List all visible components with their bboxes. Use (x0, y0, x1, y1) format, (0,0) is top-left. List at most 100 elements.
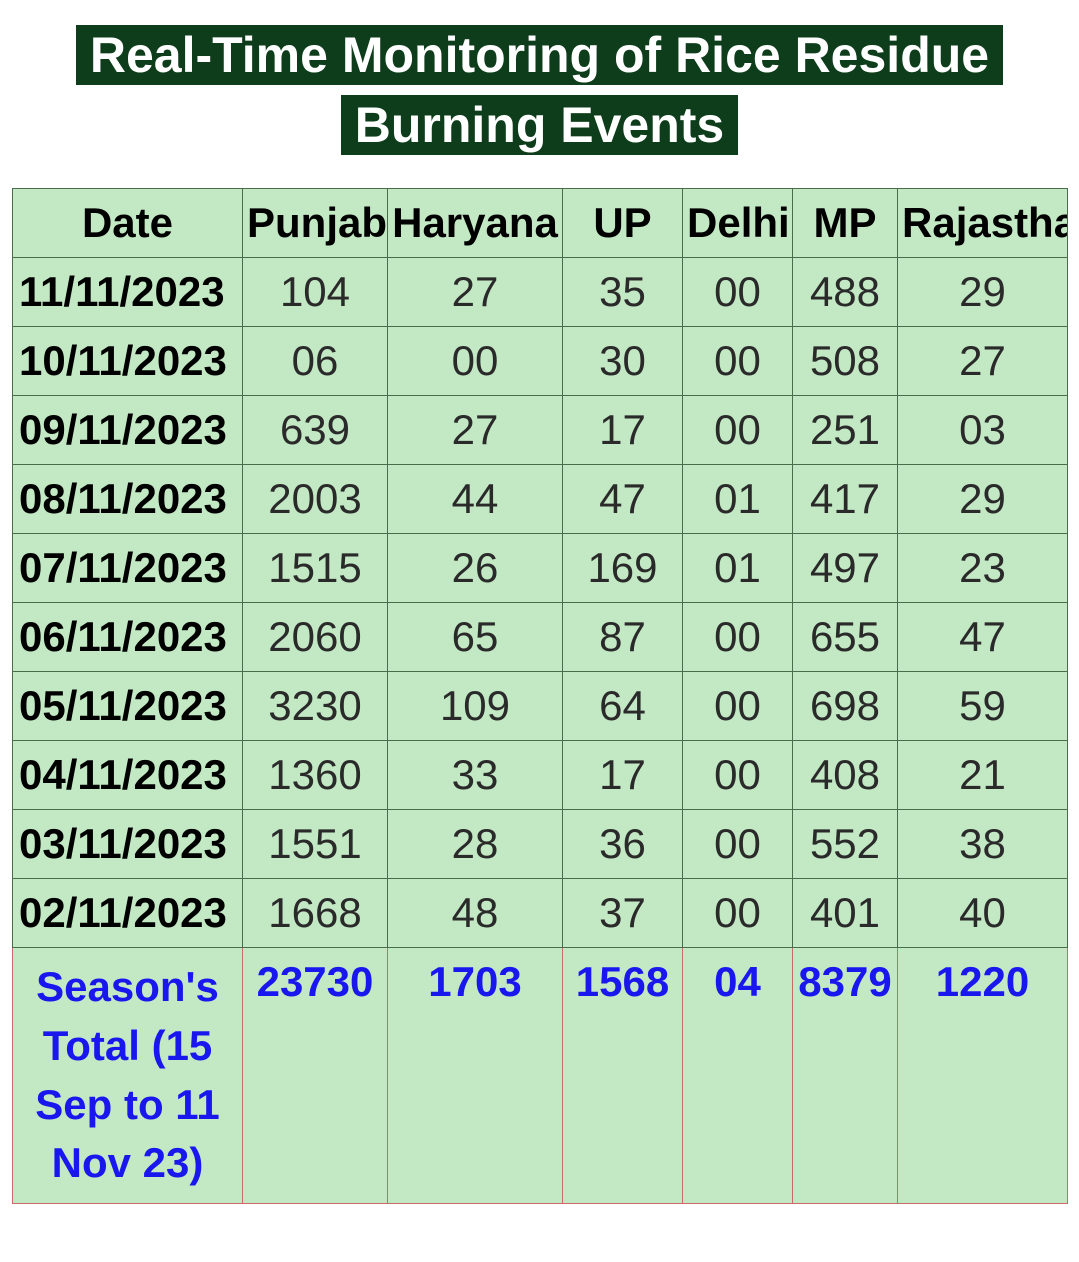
value-cell: 37 (563, 879, 683, 948)
value-cell: 40 (898, 879, 1068, 948)
col-header: Punjab (243, 189, 388, 258)
value-cell: 401 (793, 879, 898, 948)
total-value: 1703 (388, 948, 563, 1204)
table-body: 11/11/20231042735004882910/11/2023060030… (13, 258, 1068, 1204)
value-cell: 00 (683, 396, 793, 465)
value-cell: 29 (898, 465, 1068, 534)
value-cell: 87 (563, 603, 683, 672)
value-cell: 3230 (243, 672, 388, 741)
value-cell: 00 (683, 603, 793, 672)
col-header: MP (793, 189, 898, 258)
total-value: 1220 (898, 948, 1068, 1204)
col-header: Haryana (388, 189, 563, 258)
value-cell: 00 (683, 810, 793, 879)
value-cell: 00 (683, 258, 793, 327)
value-cell: 28 (388, 810, 563, 879)
table-row: 05/11/20233230109640069859 (13, 672, 1068, 741)
value-cell: 01 (683, 534, 793, 603)
value-cell: 59 (898, 672, 1068, 741)
value-cell: 27 (388, 396, 563, 465)
value-cell: 1360 (243, 741, 388, 810)
value-cell: 169 (563, 534, 683, 603)
value-cell: 00 (683, 672, 793, 741)
table-row: 04/11/2023136033170040821 (13, 741, 1068, 810)
value-cell: 48 (388, 879, 563, 948)
value-cell: 488 (793, 258, 898, 327)
value-cell: 639 (243, 396, 388, 465)
value-cell: 2003 (243, 465, 388, 534)
total-value: 23730 (243, 948, 388, 1204)
value-cell: 03 (898, 396, 1068, 465)
table-row: 02/11/2023166848370040140 (13, 879, 1068, 948)
page-title-wrap: Real-Time Monitoring of Rice Residue Bur… (12, 20, 1067, 160)
table-row: 11/11/202310427350048829 (13, 258, 1068, 327)
total-label: Season's Total (15 Sep to 11 Nov 23) (13, 948, 243, 1204)
total-row: Season's Total (15 Sep to 11 Nov 23)2373… (13, 948, 1068, 1204)
value-cell: 23 (898, 534, 1068, 603)
date-cell: 11/11/2023 (13, 258, 243, 327)
value-cell: 44 (388, 465, 563, 534)
value-cell: 47 (563, 465, 683, 534)
total-value: 04 (683, 948, 793, 1204)
value-cell: 21 (898, 741, 1068, 810)
value-cell: 27 (388, 258, 563, 327)
value-cell: 104 (243, 258, 388, 327)
value-cell: 06 (243, 327, 388, 396)
total-value: 1568 (563, 948, 683, 1204)
value-cell: 33 (388, 741, 563, 810)
value-cell: 26 (388, 534, 563, 603)
col-header: UP (563, 189, 683, 258)
table-row: 10/11/20230600300050827 (13, 327, 1068, 396)
value-cell: 497 (793, 534, 898, 603)
col-header: Date (13, 189, 243, 258)
value-cell: 1515 (243, 534, 388, 603)
value-cell: 2060 (243, 603, 388, 672)
value-cell: 1551 (243, 810, 388, 879)
value-cell: 1668 (243, 879, 388, 948)
value-cell: 00 (683, 327, 793, 396)
value-cell: 30 (563, 327, 683, 396)
table-row: 06/11/2023206065870065547 (13, 603, 1068, 672)
table-row: 07/11/20231515261690149723 (13, 534, 1068, 603)
date-cell: 04/11/2023 (13, 741, 243, 810)
date-cell: 10/11/2023 (13, 327, 243, 396)
header-row: DatePunjabHaryanaUPDelhiMPRajasthan (13, 189, 1068, 258)
date-cell: 02/11/2023 (13, 879, 243, 948)
value-cell: 64 (563, 672, 683, 741)
value-cell: 00 (388, 327, 563, 396)
value-cell: 109 (388, 672, 563, 741)
date-cell: 09/11/2023 (13, 396, 243, 465)
date-cell: 08/11/2023 (13, 465, 243, 534)
table-row: 03/11/2023155128360055238 (13, 810, 1068, 879)
data-table: DatePunjabHaryanaUPDelhiMPRajasthan 11/1… (12, 188, 1068, 1204)
table-row: 09/11/202363927170025103 (13, 396, 1068, 465)
table-row: 08/11/2023200344470141729 (13, 465, 1068, 534)
value-cell: 408 (793, 741, 898, 810)
value-cell: 17 (563, 396, 683, 465)
value-cell: 35 (563, 258, 683, 327)
value-cell: 655 (793, 603, 898, 672)
date-cell: 07/11/2023 (13, 534, 243, 603)
col-header: Delhi (683, 189, 793, 258)
value-cell: 698 (793, 672, 898, 741)
value-cell: 36 (563, 810, 683, 879)
total-value: 8379 (793, 948, 898, 1204)
value-cell: 47 (898, 603, 1068, 672)
value-cell: 508 (793, 327, 898, 396)
value-cell: 417 (793, 465, 898, 534)
value-cell: 00 (683, 741, 793, 810)
value-cell: 27 (898, 327, 1068, 396)
page-title: Real-Time Monitoring of Rice Residue Bur… (76, 25, 1003, 155)
value-cell: 65 (388, 603, 563, 672)
value-cell: 00 (683, 879, 793, 948)
value-cell: 552 (793, 810, 898, 879)
value-cell: 29 (898, 258, 1068, 327)
date-cell: 03/11/2023 (13, 810, 243, 879)
value-cell: 38 (898, 810, 1068, 879)
value-cell: 17 (563, 741, 683, 810)
value-cell: 01 (683, 465, 793, 534)
col-header: Rajasthan (898, 189, 1068, 258)
date-cell: 06/11/2023 (13, 603, 243, 672)
date-cell: 05/11/2023 (13, 672, 243, 741)
value-cell: 251 (793, 396, 898, 465)
